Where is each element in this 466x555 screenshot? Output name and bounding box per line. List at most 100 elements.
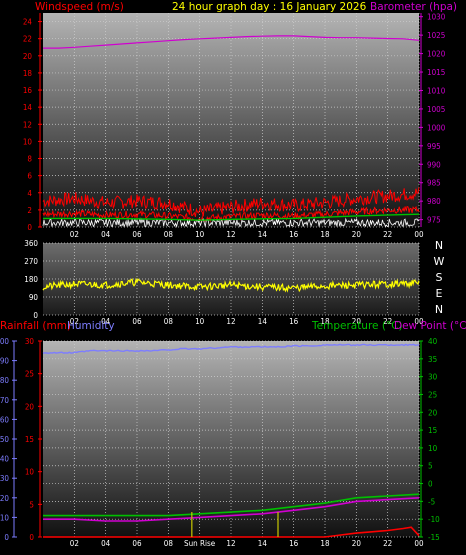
x-tick-label: 06 xyxy=(132,317,142,326)
barometer-label: Barometer (hpa) xyxy=(370,1,457,13)
x-tick-label: 18 xyxy=(320,230,330,239)
rain-tick-label: 0 xyxy=(29,533,34,542)
y-right-tick-label: 995 xyxy=(427,142,441,151)
x-tick-label: 10 xyxy=(195,230,205,239)
x-tick-label: 14 xyxy=(258,539,268,548)
x-tick-label: 08 xyxy=(164,539,174,548)
temp-tick-label: 30 xyxy=(428,373,438,382)
dewpoint-label: Dew Point (°C) xyxy=(394,320,466,332)
x-tick-label: 00 xyxy=(414,317,424,326)
y-left-tick-label: 10 xyxy=(23,137,33,146)
temp-tick-label: 20 xyxy=(428,408,438,417)
direction-ticks: 0 90 180 270 360 02 04 06 08 10 12 14 16 18 20 22 00 xyxy=(24,239,424,326)
y-left-tick-label: 14 xyxy=(23,103,33,112)
rain-tick-label: 10 xyxy=(25,468,35,477)
y-right-tick-label: 990 xyxy=(427,160,441,169)
y-tick-label: 270 xyxy=(24,257,38,266)
temp-tick-label: 15 xyxy=(428,426,437,435)
direction-series xyxy=(42,277,420,293)
temp-tick-label: -10 xyxy=(428,515,440,524)
x-tick-label: 02 xyxy=(70,230,79,239)
y-right-tick-label: 1025 xyxy=(427,31,445,40)
rainfall-label: Rainfall (mm) xyxy=(0,320,71,332)
y-left-tick-label: 18 xyxy=(23,69,33,78)
y-right-tick-label: 1015 xyxy=(427,68,445,77)
rain-tick-label: 30 xyxy=(25,337,35,346)
barometer-line xyxy=(43,35,420,49)
x-tick-label: 10 xyxy=(195,317,205,326)
x-tick-label: 02 xyxy=(70,317,79,326)
humidity-tick-label: 90 xyxy=(0,357,9,366)
y-tick-label: 360 xyxy=(24,239,38,248)
y-left-tick-label: 4 xyxy=(27,189,32,198)
x-tick-label: 18 xyxy=(320,317,330,326)
rain-tick-label: 5 xyxy=(29,500,34,509)
wind-ticks: 0246810121416182022249759809859909951000… xyxy=(23,13,446,239)
compass-w: W xyxy=(434,255,445,268)
y-right-tick-label: 1020 xyxy=(427,50,446,59)
windspeed-line xyxy=(42,205,420,223)
y-right-tick-label: 1005 xyxy=(427,105,445,114)
y-right-tick-label: 1030 xyxy=(427,13,446,22)
wind-plot-area xyxy=(43,13,419,227)
x-tick-label: 18 xyxy=(320,539,330,548)
dewpoint-line xyxy=(43,497,420,522)
graph-title: 24 hour graph day : 16 January 2026 xyxy=(172,1,367,13)
compass-e: E xyxy=(436,287,443,300)
y-right-tick-label: 980 xyxy=(427,197,441,206)
rain-plot-area xyxy=(43,341,419,537)
y-right-tick-label: 975 xyxy=(427,216,441,225)
calm-wind-line xyxy=(42,217,420,229)
temperature-label: Temperature (°C) xyxy=(311,320,403,332)
wind-avg-line xyxy=(43,213,420,221)
y-right-tick-label: 985 xyxy=(427,179,441,188)
x-tick-label: 04 xyxy=(101,317,111,326)
rain-tick-label: 15 xyxy=(25,435,34,444)
y-left-tick-label: 22 xyxy=(23,35,32,44)
x-tick-label: 06 xyxy=(132,230,142,239)
x-tick-label: 12 xyxy=(226,539,235,548)
humidity-tick-label: 50 xyxy=(0,435,9,444)
x-tick-label: 20 xyxy=(352,317,362,326)
y-tick-label: 90 xyxy=(29,293,39,302)
y-left-tick-label: 2 xyxy=(27,206,32,215)
rain-tick-label: 20 xyxy=(25,402,35,411)
wind-panel: 0246810121416182022249759809859909951000… xyxy=(23,1,457,239)
temp-tick-label: 25 xyxy=(428,390,437,399)
x-tick-label: 02 xyxy=(70,539,79,548)
x-tick-label: 22 xyxy=(383,230,392,239)
windspeed-label: Windspeed (m/s) xyxy=(35,1,124,13)
y-left-tick-label: 20 xyxy=(23,52,33,61)
x-tick-label: 20 xyxy=(352,539,362,548)
x-tick-label: 06 xyxy=(132,539,142,548)
humidity-tick-label: 20 xyxy=(0,494,9,503)
x-tick-label: 20 xyxy=(352,230,362,239)
temp-tick-label: 10 xyxy=(428,444,438,453)
x-tick-label: 04 xyxy=(101,230,111,239)
x-tick-label: 00 xyxy=(414,539,424,548)
x-tick-label: 14 xyxy=(258,230,268,239)
humidity-line xyxy=(42,343,420,355)
y-left-tick-label: 8 xyxy=(27,155,32,164)
y-tick-label: 180 xyxy=(24,275,38,284)
x-tick-label: 16 xyxy=(289,539,299,548)
y-right-tick-label: 1000 xyxy=(427,123,446,132)
temp-tick-label: -15 xyxy=(428,533,440,542)
y-tick-label: 0 xyxy=(33,311,38,320)
y-right-tick-label: 1010 xyxy=(427,86,446,95)
humidity-label: Humidity xyxy=(67,320,115,332)
humidity-tick-label: 30 xyxy=(0,474,9,483)
compass-n: N xyxy=(435,239,443,252)
humidity-tick-label: 60 xyxy=(0,415,9,424)
humidity-tick-label: 100 xyxy=(0,337,9,346)
y-left-tick-label: 6 xyxy=(27,172,32,181)
humidity-tick-label: 0 xyxy=(4,533,9,542)
gust-line xyxy=(42,187,420,218)
compass-n: N xyxy=(435,303,443,316)
x-tick-label: 22 xyxy=(383,539,392,548)
x-tick-label: 12 xyxy=(226,317,235,326)
rain-tick-label: 25 xyxy=(25,370,34,379)
